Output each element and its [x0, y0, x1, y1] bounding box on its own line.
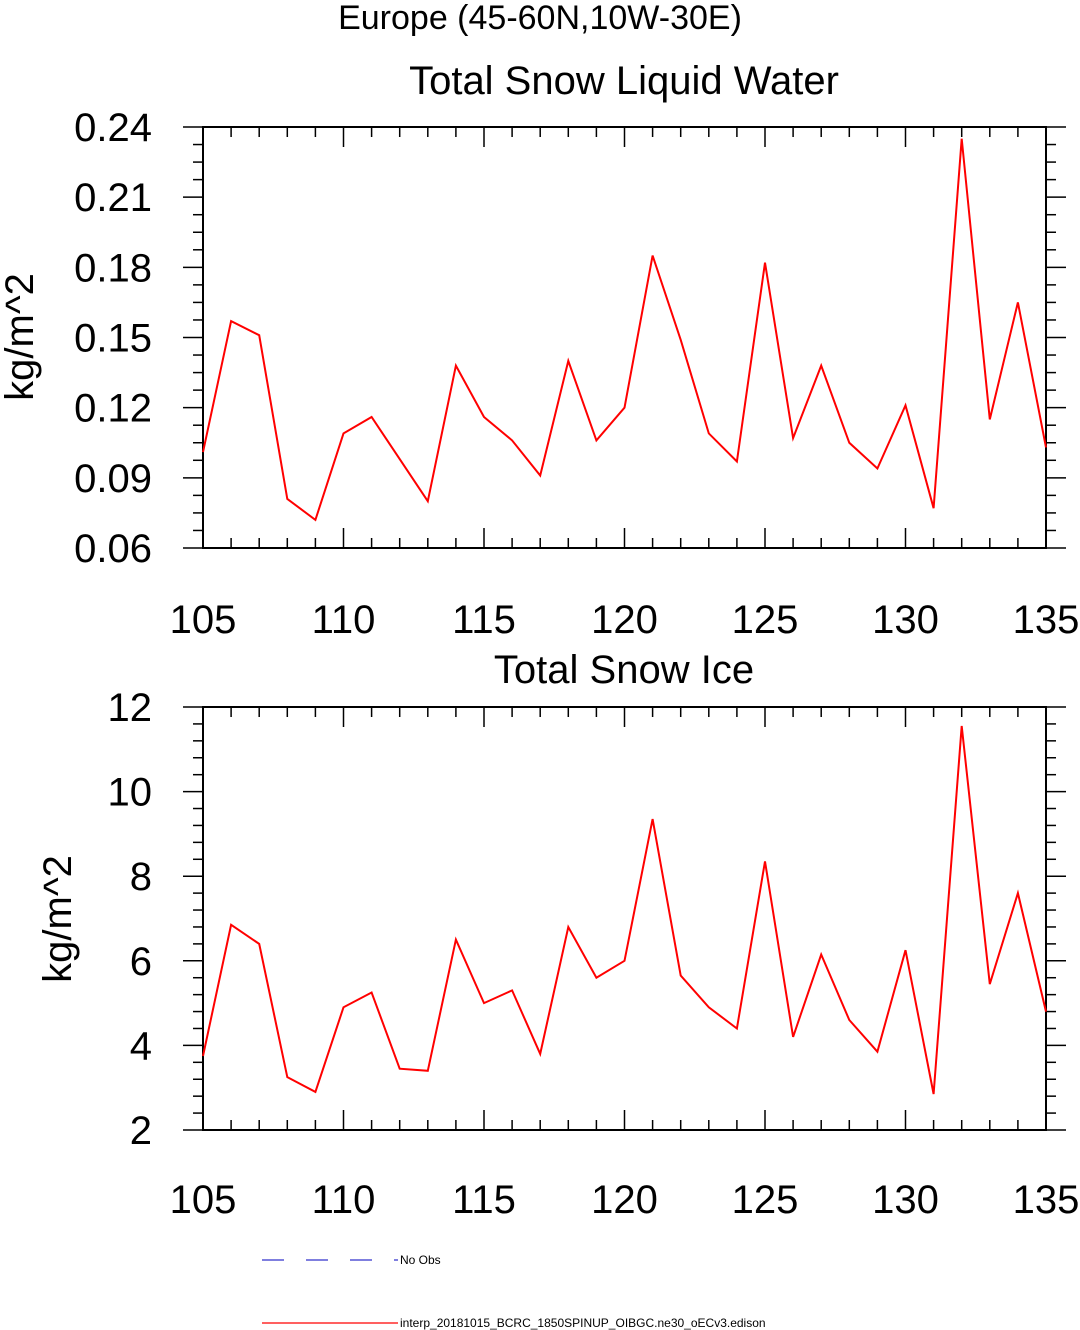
x-tick-label: 110	[312, 1178, 376, 1222]
series-line	[202, 138, 1047, 522]
y-tick-label: 0.12	[74, 387, 152, 431]
x-tick-label: 130	[872, 598, 939, 642]
y-axis-label: kg/m^2	[0, 273, 42, 401]
x-tick-label: 105	[170, 1178, 237, 1222]
legend-label-no-obs: No Obs	[400, 1253, 441, 1267]
x-tick-label: 135	[1013, 1178, 1080, 1222]
plot-frame	[202, 126, 1047, 549]
plot-frame	[202, 706, 1047, 1131]
y-tick-label: 0.09	[74, 457, 152, 501]
y-tick-label: 0.21	[74, 176, 152, 220]
y-tick-label: 2	[130, 1109, 152, 1153]
y-tick-label: 4	[130, 1024, 152, 1068]
x-tick-label: 115	[452, 598, 516, 642]
series-line	[202, 725, 1047, 1095]
y-tick-label: 12	[108, 686, 153, 730]
x-tick-label: 105	[170, 598, 237, 642]
x-tick-label: 130	[872, 1178, 939, 1222]
legend: No Obs interp_20181015_BCRC_1850SPINUP_O…	[262, 1253, 766, 1330]
x-tick-label: 125	[732, 598, 799, 642]
y-tick-label: 0.15	[74, 317, 152, 361]
figure-title: Europe (45-60N,10W-30E)	[338, 0, 742, 37]
y-tick-label: 10	[108, 771, 153, 815]
plot-area: 105 110 115 120 125 130 135 0.06 0.09 0.12 0.15 0.1…	[74, 106, 1079, 642]
y-tick-label: 0.06	[74, 527, 152, 571]
y-tick-label: 8	[130, 855, 152, 899]
y-tick-label: 0.24	[74, 106, 152, 150]
legend-label-model: interp_20181015_BCRC_1850SPINUP_OIBGC.ne…	[400, 1316, 766, 1330]
x-tick-label: 110	[312, 598, 376, 642]
panel-snow-liquid-water: Total Snow Liquid Water kg/m^2 105 110 115…	[0, 59, 1079, 642]
panel-title: Total Snow Ice	[494, 648, 754, 692]
y-tick-label: 0.18	[74, 246, 152, 290]
x-tick-label: 120	[591, 598, 658, 642]
x-tick-label: 125	[732, 1178, 799, 1222]
y-axis-label: kg/m^2	[36, 855, 80, 983]
y-tick-label: 6	[130, 940, 152, 984]
panel-title: Total Snow Liquid Water	[409, 59, 839, 103]
x-tick-label: 135	[1013, 598, 1080, 642]
panel-snow-ice: Total Snow Ice kg/m^2 105 110 115 120 125 130…	[36, 648, 1079, 1222]
plot-area: 105 110 115 120 125 130 135 2 4 6 8 10 12	[108, 686, 1080, 1222]
x-tick-label: 115	[452, 1178, 516, 1222]
x-tick-label: 120	[591, 1178, 658, 1222]
